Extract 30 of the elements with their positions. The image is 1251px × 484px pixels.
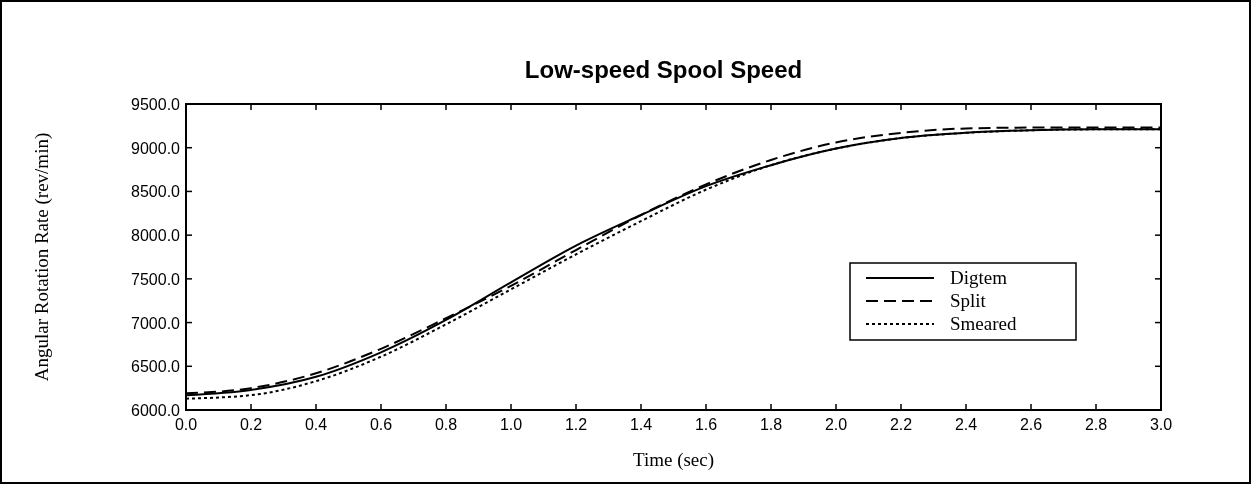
y-tick-label: 7500.0: [131, 270, 181, 288]
chart-title: Low-speed Spool Speed: [524, 56, 803, 83]
y-tick-label: 7000.0: [131, 314, 181, 332]
legend-label: Smeared: [950, 313, 1017, 334]
x-tick-label: 1.2: [564, 416, 588, 433]
x-tick-label: 1.4: [629, 416, 653, 433]
x-tick-label: 2.6: [1019, 416, 1043, 433]
x-tick-label: 1.8: [759, 416, 783, 433]
x-tick-label: 1.6: [694, 416, 718, 433]
legend-label: Digtem: [950, 267, 1008, 288]
x-tick-label: 2.4: [954, 416, 978, 433]
x-tick-label: 0.6: [369, 416, 393, 433]
y-axis-title: Angular Rotation Rate (rev/min): [31, 132, 53, 382]
y-tick-label: 8000.0: [131, 227, 181, 245]
x-tick-label: 0.4: [304, 416, 328, 433]
x-tick-label: 2.2: [889, 416, 913, 433]
x-tick-label: 1.0: [499, 416, 523, 433]
x-tick-label: 0.0: [174, 416, 198, 433]
legend-label: Split: [950, 290, 987, 311]
x-tick-label: 3.0: [1149, 416, 1173, 433]
x-tick-label: 0.8: [434, 416, 458, 433]
y-tick-label: 9500.0: [131, 96, 181, 113]
x-axis-title: Time (sec): [632, 449, 715, 471]
y-tick-label: 6000.0: [131, 402, 181, 419]
y-tick-label: 9000.0: [131, 139, 181, 157]
x-tick-label: 0.2: [239, 416, 263, 433]
x-tick-label: 2.8: [1084, 416, 1108, 433]
x-tick-label: 2.0: [824, 416, 848, 433]
y-tick-label: 6500.0: [131, 358, 181, 376]
y-tick-label: 8500.0: [131, 183, 181, 201]
